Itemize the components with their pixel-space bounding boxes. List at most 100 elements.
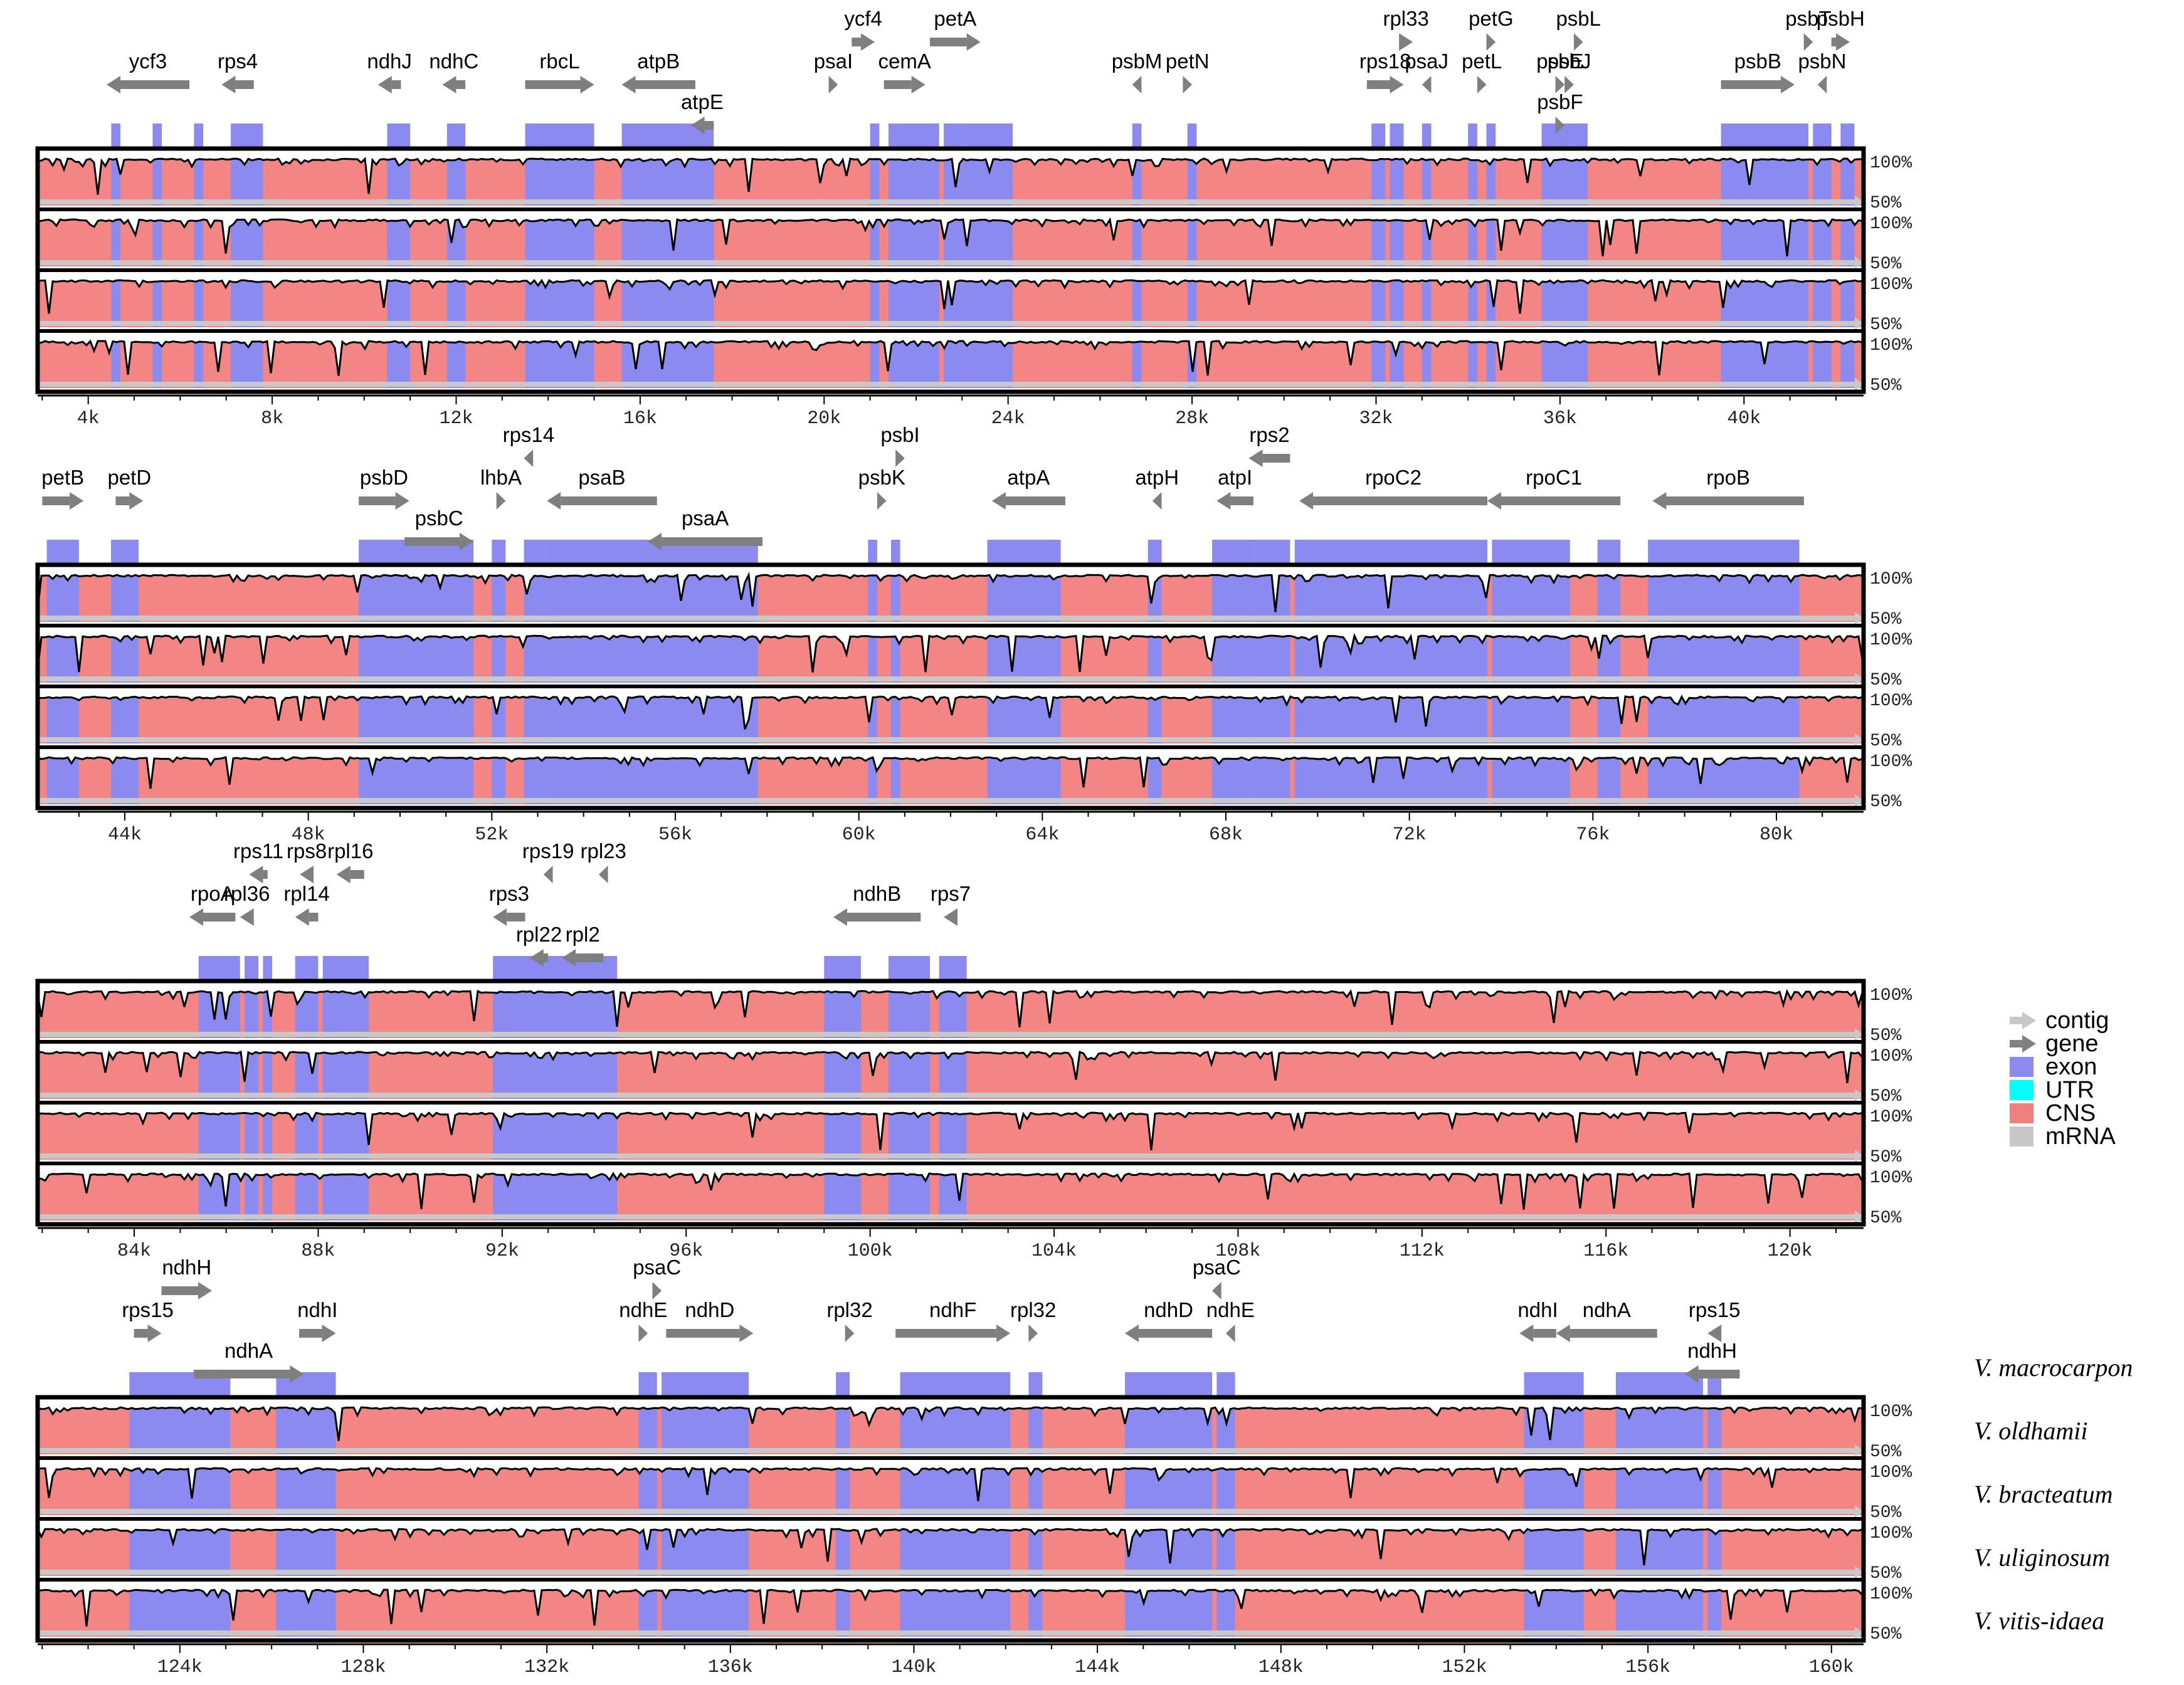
exon-region (1597, 690, 1621, 743)
exon-band (1371, 123, 1386, 149)
exon-region (152, 274, 162, 327)
legend-arrow (2010, 1035, 2036, 1052)
gene-arrow-shaft (507, 913, 525, 921)
exon-region (621, 213, 714, 266)
gene-arrow-shaft (1533, 1329, 1556, 1338)
tick-label: 148k (1258, 1657, 1304, 1678)
track-separator (38, 207, 1864, 211)
exon-region (1216, 1462, 1235, 1515)
exon-region (1390, 152, 1404, 206)
contig-arrowhead (1855, 733, 1864, 746)
identity-gap (38, 1167, 1864, 1210)
gene-label: petD (107, 466, 151, 489)
gene-label: psbC (415, 507, 463, 530)
identity-100-label: 100% (1870, 154, 1912, 173)
gene-label: ndhH (162, 1256, 211, 1279)
gene-label: rpoB (1706, 466, 1750, 489)
tick-label: 80k (1759, 824, 1793, 846)
exon-region (1028, 1462, 1043, 1515)
gene-arrow-head (1390, 76, 1404, 93)
row-1: 100%50%100%50%100%50%100%50%4k 8k 12k 16k 20… (35, 7, 1912, 429)
exon-region (836, 1523, 850, 1576)
gene-arrow-shaft (359, 496, 396, 505)
legend-swatch (2010, 1080, 2034, 1100)
tick-label: 64k (1025, 824, 1059, 846)
identity-curve (38, 278, 1863, 314)
exon-region (547, 629, 758, 683)
exon-band (662, 1372, 749, 1397)
legend-label: contig (2045, 1007, 2109, 1034)
tick-label: 24k (991, 408, 1025, 429)
exon-region (493, 985, 618, 1038)
track-2 (38, 629, 1864, 685)
gene-label: ndhD (685, 1298, 734, 1321)
exon-region (446, 152, 466, 206)
gene-label: lhbA (480, 466, 522, 489)
exon-region (1132, 213, 1142, 266)
plot-border (35, 979, 1866, 1227)
gene-arrow-head (295, 908, 309, 926)
exon-region (152, 152, 162, 206)
exon-band (868, 540, 877, 565)
gene-label: ndhJ (367, 50, 412, 73)
exon-band (1840, 123, 1855, 149)
identity-gap (38, 985, 1864, 1027)
gene-label: ycf3 (129, 50, 167, 73)
gene-arrow-head (1707, 1325, 1722, 1342)
gene-arrow-head (1183, 76, 1193, 93)
tick-label: 104k (1031, 1241, 1077, 1262)
exon-band (1253, 540, 1290, 565)
gene-arrow-head (1555, 76, 1565, 93)
exon-band (824, 956, 861, 981)
track-separator (38, 1578, 1864, 1582)
tick-label: 128k (340, 1657, 386, 1678)
exon-band (1028, 1372, 1043, 1397)
exon-region (245, 1167, 259, 1220)
gene-label: ndhB (853, 882, 901, 905)
gene-arrow-head (638, 1325, 648, 1342)
exon-region (194, 213, 204, 266)
gene-arrow-head (221, 76, 236, 93)
identity-curve (38, 1171, 1864, 1210)
contig-bar (38, 260, 1857, 265)
gene-arrow-shaft (525, 80, 581, 89)
exon-region (446, 274, 466, 327)
track-1 (38, 1401, 1864, 1457)
gene-label: ndhA (224, 1339, 273, 1362)
contig-bar (38, 676, 1857, 681)
gene-arrow-head (1519, 1325, 1534, 1342)
track-1 (38, 569, 1864, 624)
exon-band (1492, 540, 1570, 565)
gene-label: rps7 (931, 882, 971, 905)
gene-arrow-head (860, 33, 875, 51)
tick-label: 36k (1543, 408, 1577, 429)
contig-arrowhead (1855, 1150, 1864, 1162)
tick-label: 52k (475, 824, 509, 846)
contig-bar (38, 1032, 1857, 1037)
gene-arrow-shaft (263, 870, 268, 879)
exon-region (1648, 569, 1800, 622)
tick-label: 132k (524, 1657, 569, 1678)
gene-arrow-shaft (203, 913, 236, 921)
exon-band (1147, 540, 1162, 565)
exon-region (524, 690, 547, 743)
identity-curve (38, 217, 1863, 256)
tick-label: 32k (1359, 408, 1393, 429)
exon-band (111, 540, 139, 565)
gene-label: petG (1469, 7, 1514, 30)
gene-arrow-head (1216, 492, 1231, 510)
gene-arrow-shaft (350, 870, 364, 879)
exon-band (902, 123, 939, 149)
gene-arrow-shaft (847, 913, 921, 921)
gene-arrow-shaft (1721, 80, 1781, 89)
exon-region (525, 213, 594, 266)
exon-region (1371, 152, 1386, 206)
exon-region (194, 274, 204, 327)
track-1 (38, 152, 1864, 208)
gene-arrow-head (833, 908, 847, 926)
gene-arrow-head (1780, 76, 1795, 93)
gene-arrow-shaft (929, 38, 967, 46)
gene-arrow-head (1477, 76, 1487, 93)
gene-arrow-head (652, 1282, 662, 1299)
exon-band (1648, 540, 1800, 565)
